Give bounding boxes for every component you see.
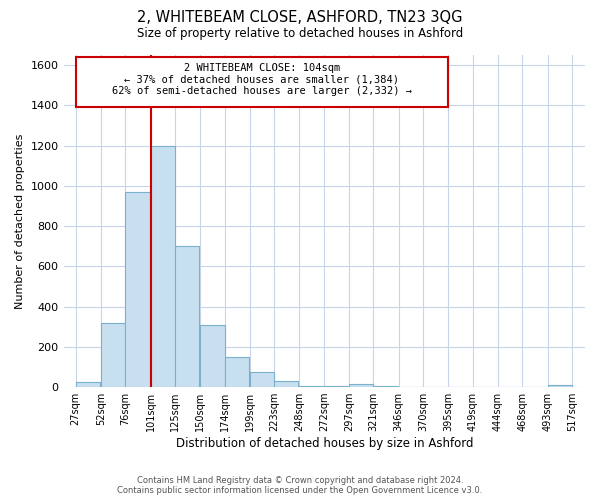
Bar xyxy=(76,382,100,387)
Bar xyxy=(548,384,572,387)
Text: 2 WHITEBEAM CLOSE: 104sqm
← 37% of detached houses are smaller (1,384)
62% of se: 2 WHITEBEAM CLOSE: 104sqm ← 37% of detac… xyxy=(112,63,412,96)
Bar xyxy=(175,246,199,387)
Bar xyxy=(101,322,125,387)
FancyBboxPatch shape xyxy=(76,57,448,108)
Bar xyxy=(324,386,348,387)
Y-axis label: Number of detached properties: Number of detached properties xyxy=(15,134,25,308)
Bar xyxy=(299,386,324,387)
Bar xyxy=(274,381,298,387)
Bar xyxy=(250,372,274,387)
Text: Size of property relative to detached houses in Ashford: Size of property relative to detached ho… xyxy=(137,28,463,40)
Bar xyxy=(224,357,249,387)
Bar xyxy=(349,384,373,387)
Bar xyxy=(125,192,149,387)
Bar xyxy=(200,324,224,387)
Text: 2, WHITEBEAM CLOSE, ASHFORD, TN23 3QG: 2, WHITEBEAM CLOSE, ASHFORD, TN23 3QG xyxy=(137,10,463,25)
X-axis label: Distribution of detached houses by size in Ashford: Distribution of detached houses by size … xyxy=(176,437,473,450)
Bar xyxy=(151,146,175,387)
Bar xyxy=(373,386,398,387)
Text: Contains HM Land Registry data © Crown copyright and database right 2024.
Contai: Contains HM Land Registry data © Crown c… xyxy=(118,476,482,495)
